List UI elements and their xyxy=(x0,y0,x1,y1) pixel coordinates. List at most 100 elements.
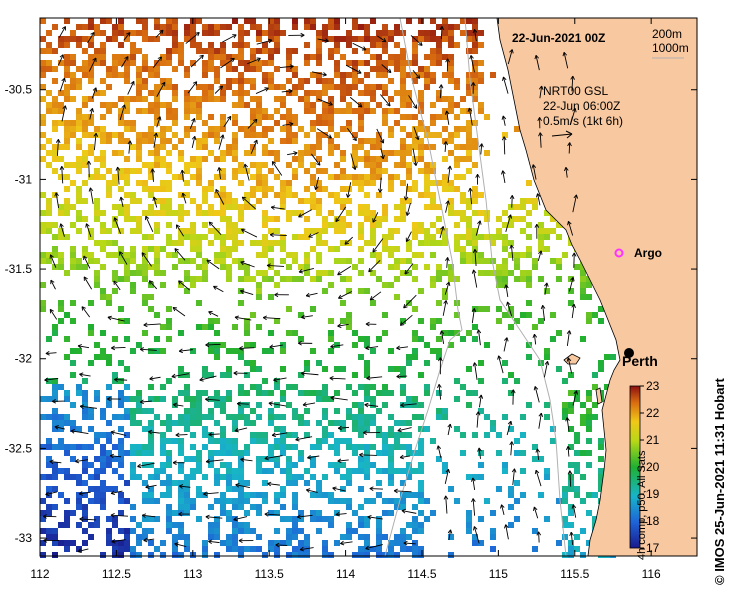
sst-pixel xyxy=(298,198,304,204)
current-arrow xyxy=(171,373,190,379)
sst-pixel xyxy=(436,90,442,96)
sst-pixel xyxy=(148,444,154,450)
current-arrow xyxy=(316,128,332,139)
sst-pixel xyxy=(346,210,352,216)
sst-pixel xyxy=(466,132,472,138)
sst-pixel xyxy=(502,246,508,252)
sst-pixel xyxy=(112,174,118,180)
sst-pixel xyxy=(400,72,406,78)
sst-pixel xyxy=(118,456,124,462)
sst-pixel xyxy=(154,108,160,114)
sst-pixel xyxy=(490,270,496,276)
sst-pixel xyxy=(178,150,184,156)
sst-pixel xyxy=(64,126,70,132)
sst-pixel xyxy=(250,504,256,510)
sst-pixel xyxy=(310,492,316,498)
sst-pixel xyxy=(64,96,70,102)
current-arrow xyxy=(300,314,313,320)
sst-pixel xyxy=(268,450,274,456)
current-arrow xyxy=(509,244,514,261)
sst-pixel xyxy=(94,390,100,396)
sst-pixel xyxy=(388,432,394,438)
current-arrow xyxy=(501,136,507,155)
sst-pixel xyxy=(154,546,160,552)
current-arrow xyxy=(368,260,381,273)
sst-pixel xyxy=(274,192,280,198)
sst-pixel xyxy=(598,444,604,450)
current-arrow xyxy=(471,269,478,288)
sst-pixel xyxy=(232,246,238,252)
sst-pixel xyxy=(148,102,154,108)
sst-pixel xyxy=(478,234,484,240)
sst-pixel xyxy=(250,438,256,444)
sst-pixel xyxy=(76,348,82,354)
sst-pixel xyxy=(46,48,52,54)
sst-pixel xyxy=(412,450,418,456)
sst-pixel xyxy=(280,186,286,192)
sst-pixel xyxy=(412,414,418,420)
sst-pixel xyxy=(358,144,364,150)
current-arrow xyxy=(437,384,442,400)
sst-pixel xyxy=(304,390,310,396)
sst-pixel xyxy=(448,180,454,186)
sst-pixel xyxy=(400,372,406,378)
sst-pixel xyxy=(136,420,142,426)
sst-pixel xyxy=(244,276,250,282)
sst-pixel xyxy=(142,498,148,504)
sst-pixel xyxy=(358,90,364,96)
sst-pixel xyxy=(148,150,154,156)
sst-pixel xyxy=(514,318,520,324)
sst-pixel xyxy=(316,240,322,246)
sst-pixel xyxy=(142,54,148,60)
sst-pixel xyxy=(286,462,292,468)
current-arrow xyxy=(213,285,224,293)
sst-pixel xyxy=(76,546,82,552)
current-arrow xyxy=(501,115,507,126)
sst-pixel xyxy=(82,156,88,162)
sst-pixel xyxy=(76,78,82,84)
current-arrow xyxy=(447,165,452,183)
sst-pixel xyxy=(358,426,364,432)
sst-pixel xyxy=(130,528,136,534)
sst-pixel xyxy=(58,60,64,66)
sst-pixel xyxy=(82,150,88,156)
sst-pixel xyxy=(316,198,322,204)
sst-pixel xyxy=(514,378,520,384)
sst-pixel xyxy=(394,504,400,510)
sst-pixel xyxy=(436,300,442,306)
sst-pixel xyxy=(364,450,370,456)
sst-pixel xyxy=(208,66,214,72)
sst-pixel xyxy=(400,366,406,372)
sst-pixel xyxy=(376,276,382,282)
sst-pixel xyxy=(148,174,154,180)
sst-pixel xyxy=(112,204,118,210)
sst-pixel xyxy=(94,48,100,54)
sst-pixel xyxy=(220,462,226,468)
sst-pixel xyxy=(418,90,424,96)
sst-pixel xyxy=(88,72,94,78)
current-arrow xyxy=(300,371,319,376)
sst-pixel xyxy=(382,510,388,516)
sst-pixel xyxy=(52,426,58,432)
sst-pixel xyxy=(136,264,142,270)
sst-pixel xyxy=(208,438,214,444)
sst-pixel xyxy=(46,228,52,234)
sst-pixel xyxy=(58,300,64,306)
current-arrow xyxy=(534,469,542,487)
sst-pixel xyxy=(160,156,166,162)
sst-pixel xyxy=(304,258,310,264)
sst-pixel xyxy=(148,426,154,432)
sst-pixel xyxy=(388,246,394,252)
sst-pixel xyxy=(364,342,370,348)
sst-pixel xyxy=(388,228,394,234)
sst-pixel xyxy=(382,24,388,30)
sst-pixel xyxy=(568,444,574,450)
sst-pixel xyxy=(514,126,520,132)
sst-pixel xyxy=(568,504,574,510)
sst-pixel xyxy=(244,150,250,156)
sst-pixel xyxy=(262,240,268,246)
sst-pixel xyxy=(412,492,418,498)
sst-pixel xyxy=(286,60,292,66)
sst-pixel xyxy=(382,246,388,252)
sst-pixel xyxy=(52,78,58,84)
